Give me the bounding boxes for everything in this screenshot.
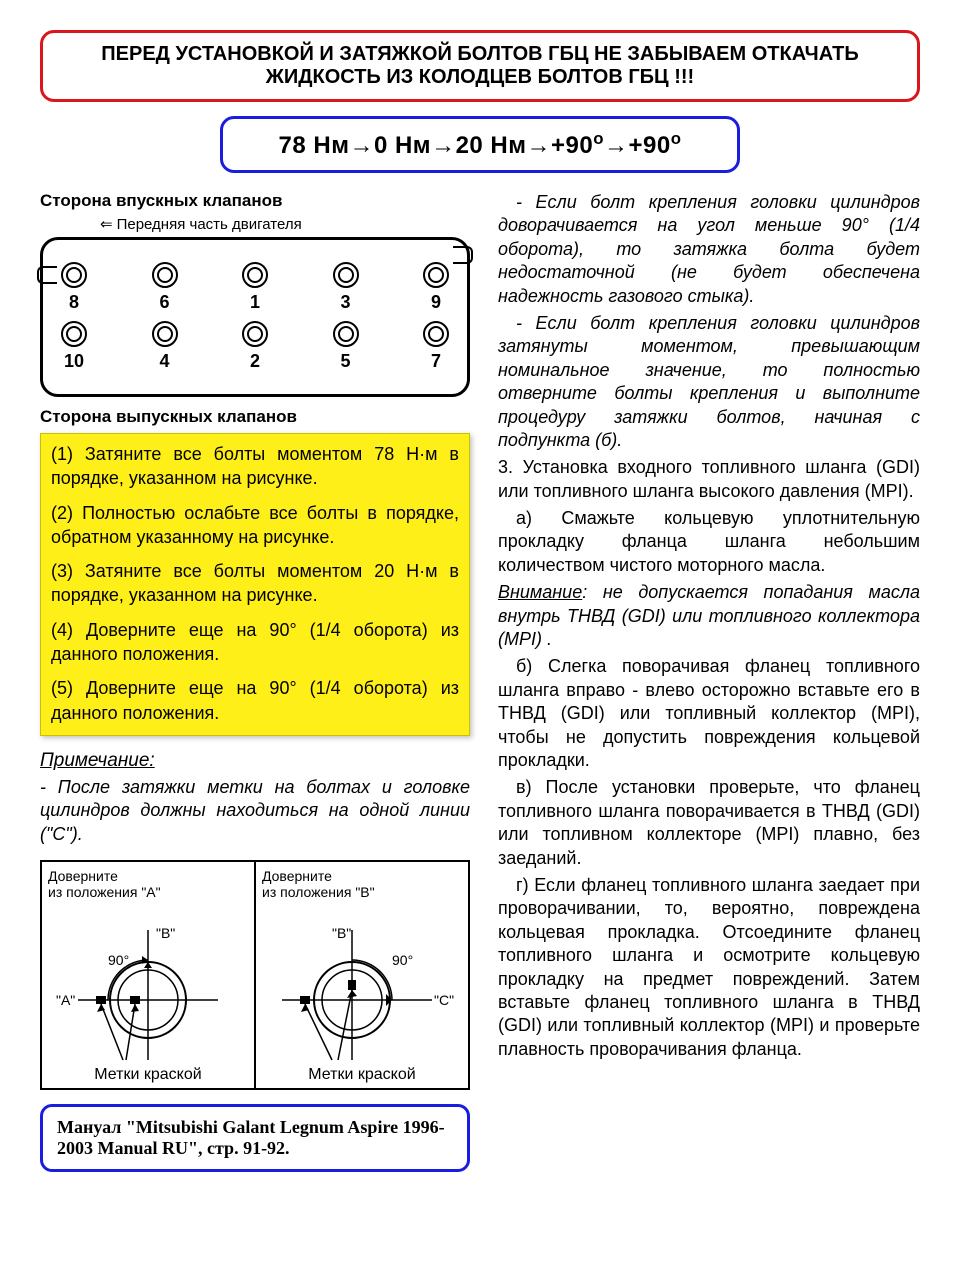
right-p2: - Если болт крепления головки цилиндров … (498, 312, 920, 452)
right-p3: 3. Установка входного топливного шланга … (498, 456, 920, 503)
main-columns: Сторона впускных клапанов ⇐ Передняя час… (40, 191, 920, 1172)
step-3: (3) Затяните все болты моментом 20 Н·м в… (51, 559, 459, 608)
bolt-8: 8 (61, 262, 87, 313)
svg-text:"A": "A" (56, 992, 75, 1008)
right-p4: а) Смажьте кольцевую уплотнительную прок… (498, 507, 920, 577)
svg-text:"B": "B" (332, 925, 351, 941)
front-arrow: ⇐ Передняя часть двигателя (100, 215, 302, 233)
warning-red-text: ПЕРЕД УСТАНОВКОЙ И ЗАТЯЖКОЙ БОЛТОВ ГБЦ Н… (101, 43, 858, 88)
bolt-9: 9 (423, 262, 449, 313)
svg-text:"B": "B" (156, 925, 175, 941)
paint-marks-right: Метки краской (256, 1066, 468, 1084)
right-attention: Внимание: не допускается попадания масла… (498, 581, 920, 651)
bolt-5: 5 (333, 321, 359, 372)
bolt-7: 7 (423, 321, 449, 372)
angle-svg-right: 90° "B" "C" (262, 900, 462, 1080)
step-2: (2) Полностью ослабьте все болты в поряд… (51, 501, 459, 550)
angle-b-to-c: Доверните из положения "B" 90° "B" "C" (256, 862, 468, 1088)
attention-label: Внимание (498, 582, 582, 602)
angle-a-to-b: Доверните из положения "A" 90° "A" "B" (42, 862, 256, 1088)
bolt-1: 1 (242, 262, 268, 313)
step-1: (1) Затяните все болты моментом 78 Н·м в… (51, 442, 459, 491)
manual-reference-box: Мануал "Mitsubishi Galant Legnum Aspire … (40, 1104, 470, 1172)
bolt-10: 10 (61, 321, 87, 372)
manual-reference-text: Мануал "Mitsubishi Galant Legnum Aspire … (57, 1117, 445, 1158)
svg-text:90°: 90° (392, 952, 413, 968)
svg-text:"C": "C" (434, 992, 454, 1008)
exhaust-label: Сторона выпускных клапанов (40, 407, 470, 427)
step-4: (4) Доверните еще на 90° (1/4 оборота) и… (51, 618, 459, 667)
left-column: Сторона впускных клапанов ⇐ Передняя час… (40, 191, 470, 1172)
head-gasket-diagram: 8 6 1 3 9 10 4 2 5 7 (40, 237, 470, 397)
warning-red-box: ПЕРЕД УСТАНОВКОЙ И ЗАТЯЖКОЙ БОЛТОВ ГБЦ Н… (40, 30, 920, 102)
angle-svg-left: 90° "A" "B" (48, 900, 248, 1080)
bolt-row-top: 8 6 1 3 9 (61, 262, 449, 313)
note-body: - После затяжки метки на болтах и головк… (40, 776, 470, 846)
bolt-row-bottom: 10 4 2 5 7 (61, 321, 449, 372)
torque-sequence-box: 78 Нм→0 Нм→20 Нм→+90o→+90o (220, 116, 740, 173)
right-column: - Если болт крепления головки цилиндров … (498, 191, 920, 1172)
bolt-2: 2 (242, 321, 268, 372)
bolt-6: 6 (152, 262, 178, 313)
angle-right-title: Доверните из положения "B" (262, 868, 462, 900)
step-5: (5) Доверните еще на 90° (1/4 оборота) и… (51, 676, 459, 725)
paint-marks-left: Метки краской (42, 1066, 254, 1084)
svg-text:90°: 90° (108, 952, 129, 968)
front-label: Передняя часть двигателя (117, 216, 302, 233)
torque-sequence-text: 78 Нм→0 Нм→20 Нм→+90o→+90o (279, 132, 682, 159)
arrow-left-icon: ⇐ (100, 215, 113, 233)
right-p7: г) Если фланец топливного шланга заедает… (498, 874, 920, 1061)
note-title: Примечание: (40, 750, 470, 772)
angle-left-title: Доверните из положения "A" (48, 868, 248, 900)
intake-label: Сторона впускных клапанов (40, 191, 470, 211)
right-p1: - Если болт крепления головки цилиндров … (498, 191, 920, 308)
bolt-4: 4 (152, 321, 178, 372)
angle-diagrams: Доверните из положения "A" 90° "A" "B" (40, 860, 470, 1090)
steps-yellow-box: (1) Затяните все болты моментом 78 Н·м в… (40, 433, 470, 736)
bolt-3: 3 (333, 262, 359, 313)
right-p6: в) После установки проверьте, что фланец… (498, 776, 920, 870)
right-p5: б) Слегка поворачивая фланец топливного … (498, 655, 920, 772)
